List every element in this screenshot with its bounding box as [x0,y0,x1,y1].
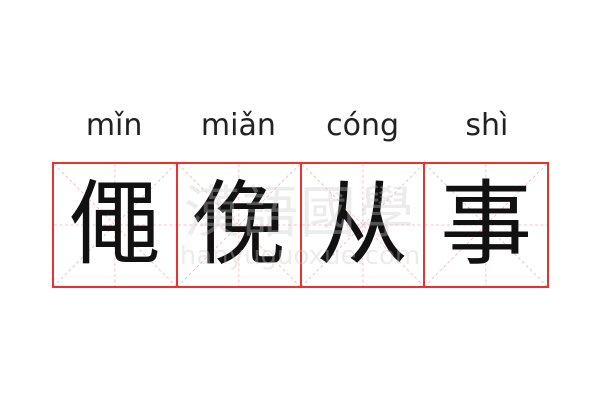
pinyin-3: cóng [326,108,400,143]
character-cell: 僶 [54,164,178,286]
guide-lines [302,164,424,286]
pinyin-1: mǐn [85,108,143,143]
character-2: 俛 [192,171,285,278]
guide-lines [54,164,176,286]
character-4: 事 [440,171,533,278]
character-cell: 俛 [178,164,302,286]
character-grid: 僶 俛 从 事 [52,162,549,288]
character-1: 僶 [68,171,161,278]
character-cell: 从 [302,164,426,286]
guide-lines [425,164,547,286]
pinyin-2: miǎn [200,108,276,143]
pinyin-row: mǐn miǎn cóng shì [52,104,549,148]
character-3: 从 [316,171,409,278]
guide-lines [178,164,300,286]
character-cell: 事 [425,164,547,286]
pinyin-4: shì [465,108,509,143]
